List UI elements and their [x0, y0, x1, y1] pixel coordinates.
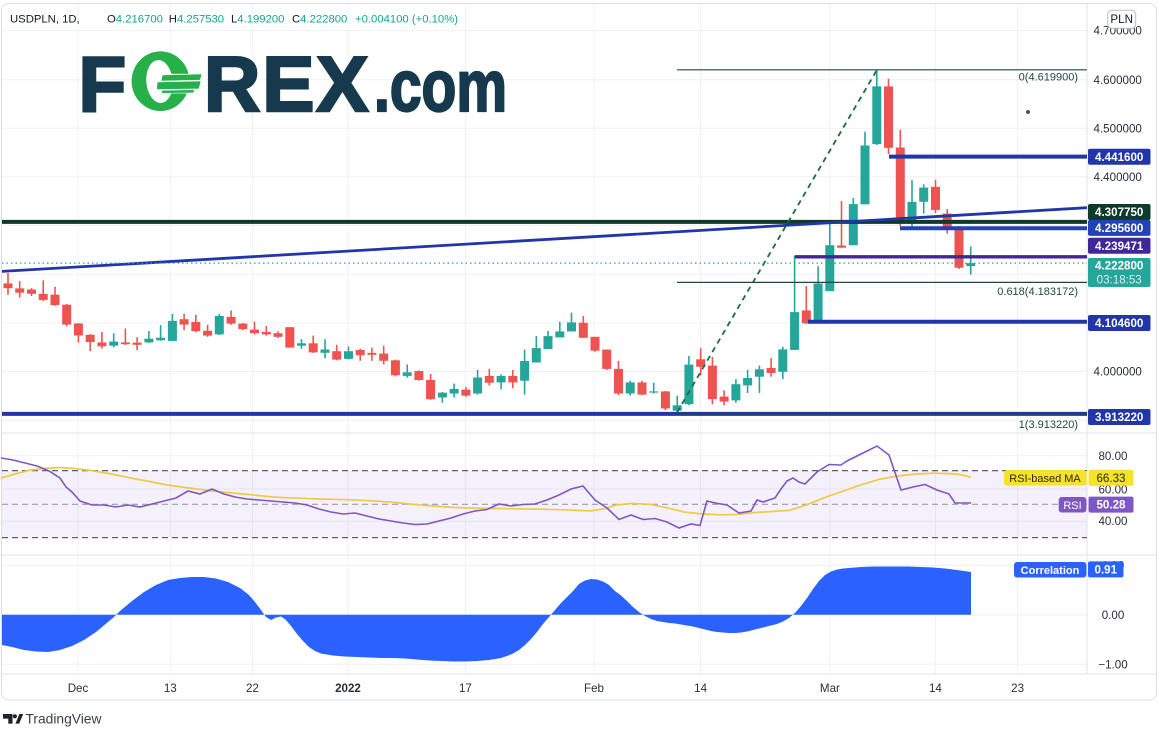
svg-text:40.00: 40.00: [1098, 515, 1127, 528]
svg-text:TradingView: TradingView: [26, 712, 102, 727]
svg-text:RSI: RSI: [1063, 500, 1081, 512]
svg-text:RSI-based MA: RSI-based MA: [1009, 473, 1081, 485]
svg-text:Feb: Feb: [584, 682, 604, 695]
svg-text:14: 14: [694, 682, 707, 695]
svg-text:0.618(4.183172): 0.618(4.183172): [997, 286, 1078, 298]
svg-text:L4.199200: L4.199200: [231, 14, 284, 26]
svg-text:4.295600: 4.295600: [1095, 222, 1143, 235]
svg-text:C4.222800: C4.222800: [292, 14, 347, 26]
svg-text:4.000000: 4.000000: [1094, 366, 1142, 379]
svg-text:1(3.913220): 1(3.913220): [1019, 419, 1078, 431]
svg-text:4.600000: 4.600000: [1094, 74, 1142, 87]
svg-text:0.91: 0.91: [1095, 564, 1118, 577]
svg-text:4.307750: 4.307750: [1095, 206, 1143, 219]
svg-text:−1.00: −1.00: [1098, 658, 1127, 671]
svg-text:4.104600: 4.104600: [1095, 317, 1143, 330]
svg-text:4.500000: 4.500000: [1094, 122, 1142, 135]
svg-text:Dec: Dec: [68, 682, 89, 695]
svg-text:O4.216700: O4.216700: [107, 14, 163, 26]
svg-text:H4.257530: H4.257530: [169, 14, 224, 26]
svg-text:Mar: Mar: [820, 682, 840, 695]
svg-text:4.441600: 4.441600: [1095, 151, 1143, 164]
svg-text:F: F: [79, 40, 127, 128]
svg-text:4.400000: 4.400000: [1094, 171, 1142, 184]
svg-text:+0.004100 (+0.10%): +0.004100 (+0.10%): [355, 14, 458, 26]
svg-text:REX: REX: [204, 40, 370, 128]
svg-text:60.00: 60.00: [1098, 483, 1127, 496]
svg-text:80.00: 80.00: [1098, 450, 1127, 463]
svg-text:3.913220: 3.913220: [1095, 411, 1143, 424]
svg-text:23: 23: [1011, 682, 1024, 695]
svg-text:0(4.619900): 0(4.619900): [1019, 72, 1078, 84]
svg-text:.com: .com: [374, 47, 507, 127]
svg-text:Correlation: Correlation: [1021, 565, 1080, 577]
svg-text:4.239471: 4.239471: [1095, 240, 1144, 253]
svg-text:50.28: 50.28: [1096, 499, 1126, 512]
svg-text:13: 13: [164, 682, 177, 695]
svg-text:66.33: 66.33: [1096, 472, 1125, 485]
svg-text:03:18:53: 03:18:53: [1097, 274, 1142, 287]
svg-text:14: 14: [929, 682, 942, 695]
svg-text:17: 17: [459, 682, 472, 695]
svg-text:USDPLN, 1D,: USDPLN, 1D,: [10, 14, 80, 26]
svg-text:4.222800: 4.222800: [1095, 260, 1143, 273]
svg-text:0.00: 0.00: [1102, 609, 1125, 622]
svg-text:PLN: PLN: [1110, 13, 1133, 26]
svg-text:22: 22: [246, 682, 259, 695]
svg-text:2022: 2022: [335, 682, 361, 695]
